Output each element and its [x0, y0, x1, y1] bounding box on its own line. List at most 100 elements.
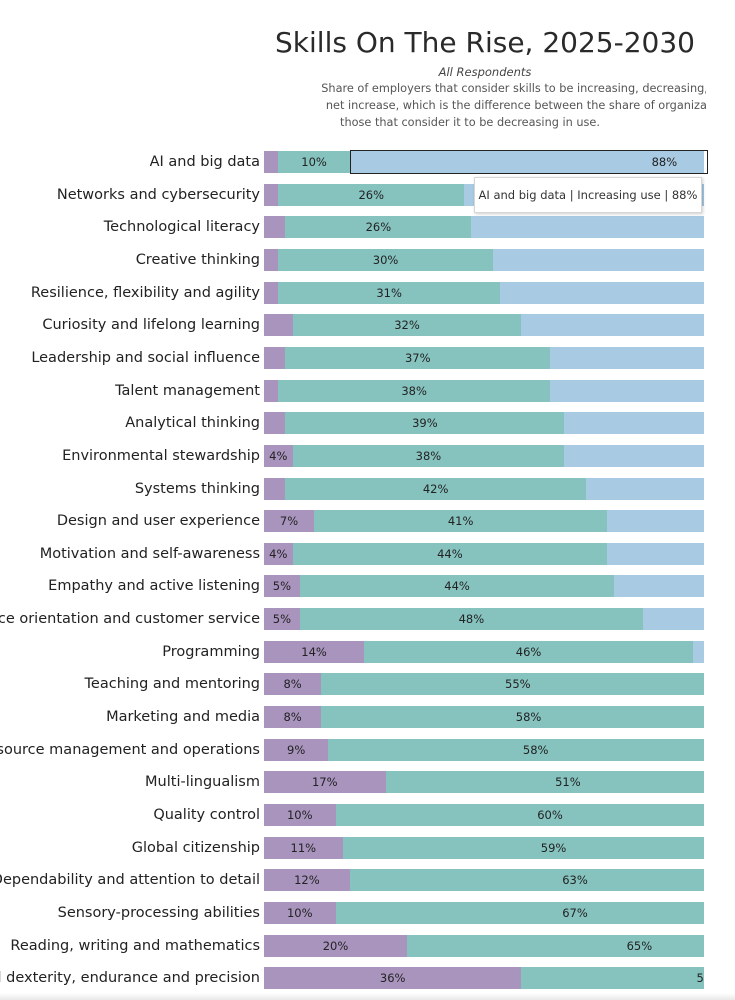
bar-decreasing[interactable] [264, 314, 293, 336]
bar-stable[interactable] [278, 380, 550, 402]
bar-stable[interactable] [314, 510, 608, 532]
bar-decreasing[interactable] [264, 184, 279, 206]
bar-decreasing[interactable] [264, 869, 350, 891]
bar-increasing[interactable] [564, 412, 704, 434]
category-label: Leadership and social influence [31, 350, 260, 366]
data-label-stable: 26% [365, 220, 392, 234]
bar-decreasing[interactable] [264, 445, 293, 467]
bar-increasing[interactable] [550, 347, 704, 369]
bar-decreasing[interactable] [264, 837, 343, 859]
data-label-stable: 5 [696, 971, 704, 985]
bar-increasing[interactable] [349, 151, 704, 173]
data-label-stable: 37% [404, 351, 431, 365]
category-label: AI and big data [149, 154, 260, 170]
bar-stable[interactable] [292, 543, 608, 565]
bar-decreasing[interactable] [264, 673, 322, 695]
bar-stable[interactable] [407, 935, 704, 957]
bar-stable[interactable] [342, 837, 704, 859]
bar-stable[interactable] [278, 249, 493, 271]
bar-stable[interactable] [292, 314, 522, 336]
bar-stable[interactable] [278, 282, 500, 304]
category-label: Resilience, flexibility and agility [30, 285, 260, 301]
data-label-stable: 48% [458, 612, 485, 626]
selected-bar-highlight [349, 150, 708, 174]
bar-increasing[interactable] [693, 641, 704, 663]
data-label-decreasing: 9% [287, 743, 306, 757]
bar-stable[interactable] [335, 804, 704, 826]
bar-increasing[interactable] [521, 314, 704, 336]
bar-stable[interactable] [335, 902, 704, 924]
bar-stable[interactable] [321, 673, 704, 695]
bar-increasing[interactable] [607, 543, 704, 565]
bar-decreasing[interactable] [264, 706, 322, 728]
bar-decreasing[interactable] [264, 510, 315, 532]
bar-increasing[interactable] [564, 445, 704, 467]
bar-increasing[interactable] [499, 282, 704, 304]
bar-stable[interactable] [299, 575, 615, 597]
bar-decreasing[interactable] [264, 347, 286, 369]
bar-decreasing[interactable] [264, 412, 286, 434]
bar-stable[interactable] [521, 967, 704, 989]
category-label: Systems thinking [134, 481, 260, 497]
bar-increasing[interactable] [492, 249, 704, 271]
data-label-stable: 32% [394, 318, 420, 332]
data-label-decreasing: 12% [294, 873, 320, 887]
data-label-stable: 26% [358, 188, 385, 202]
data-label-decreasing: 14% [301, 645, 327, 659]
data-label-stable: 10% [301, 155, 327, 169]
bar-stable[interactable] [285, 216, 472, 238]
bar-decreasing[interactable] [264, 575, 300, 597]
data-label-decreasing: 7% [279, 514, 299, 528]
bar-decreasing[interactable] [264, 478, 286, 500]
bar-decreasing[interactable] [264, 739, 329, 761]
bar-stable[interactable] [285, 478, 586, 500]
bar-decreasing[interactable] [264, 380, 279, 402]
bar-decreasing[interactable] [264, 543, 293, 565]
category-axis: AI and big data Networks and cybersecurit… [0, 0, 260, 1000]
bar-decreasing[interactable] [264, 935, 407, 957]
bar-decreasing[interactable] [264, 216, 286, 238]
data-label-stable: 31% [376, 286, 402, 300]
chart-title: Skills On The Rise, 2025-2030 [275, 26, 695, 59]
bar-stable[interactable] [278, 151, 350, 173]
bar-increasing[interactable] [585, 478, 704, 500]
category-label: Teaching and mentoring [84, 676, 260, 692]
bar-stable[interactable] [349, 869, 704, 891]
data-label-stable: 58% [515, 710, 542, 724]
bar-decreasing[interactable] [264, 641, 365, 663]
category-label: Technological literacy [103, 219, 260, 235]
data-label-stable: 65% [626, 939, 653, 953]
bar-decreasing[interactable] [264, 967, 522, 989]
bar-stable[interactable] [321, 706, 704, 728]
scroll-edge [0, 993, 735, 1000]
data-label-stable: 67% [562, 906, 588, 920]
bar-stable[interactable] [299, 608, 643, 630]
bar-decreasing[interactable] [264, 249, 279, 271]
category-label: Analytical thinking [125, 415, 260, 431]
bar-increasing[interactable] [550, 380, 704, 402]
data-label-decreasing: 10% [286, 906, 313, 920]
category-label: Resource management and operations [0, 742, 260, 758]
bar-stable[interactable] [328, 739, 704, 761]
bar-increasing[interactable] [642, 608, 704, 630]
bar-stable[interactable] [278, 184, 465, 206]
category-label: Reading, writing and mathematics [10, 938, 260, 954]
bar-decreasing[interactable] [264, 902, 336, 924]
bar-decreasing[interactable] [264, 282, 279, 304]
bar-decreasing[interactable] [264, 151, 279, 173]
bar-increasing[interactable] [607, 510, 704, 532]
bar-stable[interactable] [285, 412, 565, 434]
bar-stable[interactable] [364, 641, 693, 663]
bar-stable[interactable] [385, 771, 704, 793]
bar-stable[interactable] [292, 445, 565, 467]
plot-area: 10% 88% 26% 26% 30% 31% 32% 37% 38% 39% 4% 38% 42% 7%… [264, 0, 704, 1000]
category-label: Design and user experience [56, 513, 260, 529]
bar-decreasing[interactable] [264, 608, 300, 630]
data-label-stable: 30% [372, 253, 399, 267]
bar-increasing[interactable] [614, 575, 704, 597]
bar-stable[interactable] [285, 347, 550, 369]
data-label-decreasing: 10% [286, 808, 313, 822]
bar-increasing[interactable] [471, 216, 704, 238]
bar-decreasing[interactable] [264, 771, 386, 793]
bar-decreasing[interactable] [264, 804, 336, 826]
